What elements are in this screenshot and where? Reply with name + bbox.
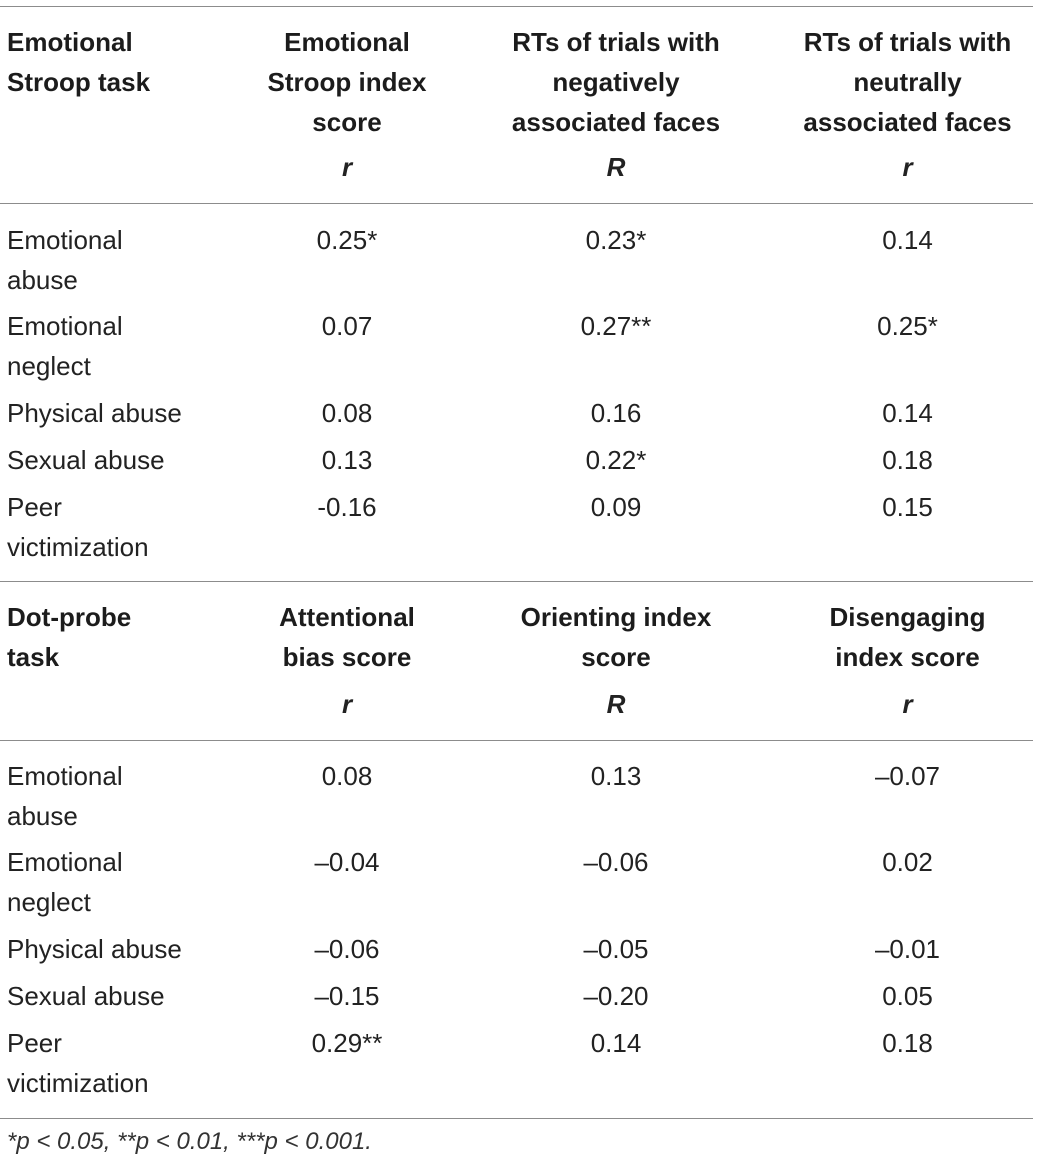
value-cell: –0.07 — [874, 761, 941, 791]
value-cell: 0.15 — [882, 492, 933, 522]
row-label: Sexual abuse — [7, 445, 165, 475]
stroop-index-header: Emotional Stroop index score — [267, 27, 427, 137]
row-label: Peer victimization — [7, 1028, 149, 1098]
value-cell: –0.06 — [583, 847, 649, 877]
table-bottom-rule — [0, 1118, 1033, 1119]
row-label: Emotional abuse — [7, 225, 123, 295]
row-label: Sexual abuse — [7, 981, 165, 1011]
value-cell: 0.14 — [590, 1028, 642, 1058]
value-cell: 0.13 — [321, 445, 373, 475]
negative-faces-header: RTs of trials with negatively associated f… — [511, 27, 721, 137]
value-cell: 0.02 — [882, 847, 933, 877]
stat-label: R — [606, 689, 626, 719]
value-cell: –0.05 — [583, 934, 649, 964]
header-rule — [0, 203, 1033, 204]
attentional-bias-header: Attentional bias score — [279, 602, 415, 672]
value-cell: 0.05 — [882, 981, 933, 1011]
value-cell: –0.04 — [314, 847, 380, 877]
table-top-rule — [0, 6, 1033, 7]
disengaging-index-header: Disengaging index score — [829, 602, 986, 672]
stat-label: r — [902, 689, 913, 719]
value-cell: 0.14 — [882, 225, 933, 255]
stat-label: r — [341, 689, 353, 719]
orienting-index-header: Orienting index score — [520, 602, 712, 672]
value-cell: –0.06 — [314, 934, 380, 964]
value-cell: 0.16 — [590, 398, 642, 428]
value-cell: -0.16 — [317, 492, 377, 522]
section-rule — [0, 581, 1033, 582]
value-cell: 0.25* — [316, 225, 378, 255]
row-label: Emotional neglect — [7, 311, 123, 381]
row-label: Physical abuse — [7, 398, 182, 428]
value-cell: 0.25* — [877, 311, 938, 341]
row-label: Emotional neglect — [7, 847, 123, 917]
stat-label: R — [606, 152, 626, 182]
row-label: Peer victimization — [7, 492, 149, 562]
table-footnote: *p < 0.05, **p < 0.01, ***p < 0.001. — [7, 1128, 372, 1155]
row-label: Emotional abuse — [7, 761, 123, 831]
value-cell: 0.18 — [882, 445, 933, 475]
value-cell: 0.08 — [321, 398, 373, 428]
value-cell: 0.13 — [590, 761, 642, 791]
value-cell: 0.09 — [590, 492, 642, 522]
value-cell: 0.23* — [585, 225, 647, 255]
value-cell: 0.08 — [321, 761, 373, 791]
stroop-task-label: Emotional Stroop task — [7, 27, 151, 97]
row-label: Physical abuse — [7, 934, 182, 964]
stat-label: r — [902, 152, 913, 182]
neutral-faces-header: RTs of trials with neutrally associated fa… — [803, 27, 1012, 137]
value-cell: –0.15 — [314, 981, 380, 1011]
stat-label: r — [341, 152, 353, 182]
dotprobe-task-label: Dot-probe task — [7, 602, 132, 672]
value-cell: 0.07 — [321, 311, 373, 341]
value-cell: 0.22* — [585, 445, 647, 475]
value-cell: 0.18 — [882, 1028, 933, 1058]
header-rule — [0, 740, 1033, 741]
value-cell: 0.29** — [311, 1028, 383, 1058]
value-cell: –0.01 — [874, 934, 941, 964]
value-cell: 0.27** — [580, 311, 652, 341]
value-cell: –0.20 — [583, 981, 649, 1011]
value-cell: 0.14 — [882, 398, 933, 428]
